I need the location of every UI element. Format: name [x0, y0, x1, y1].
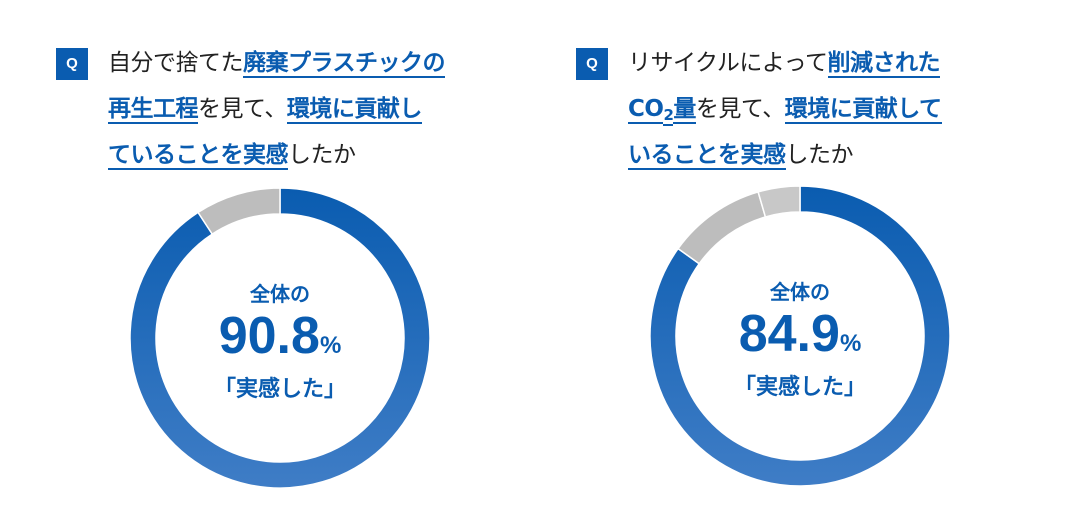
center-value-number: 84.9 — [738, 305, 840, 363]
chart-center-label: 全体の 90.8% 「実感した」 — [130, 282, 430, 404]
question-badge: Q — [576, 48, 608, 80]
question-emphasis: CO — [628, 96, 664, 124]
question-line: 自分で捨てた廃棄プラスチックの — [108, 40, 446, 86]
question-badge: Q — [56, 48, 88, 80]
survey-panel-1: Q 自分で捨てた廃棄プラスチックの 再生工程を見て、環境に貢献し ていることを実感し… — [56, 40, 446, 488]
center-top-text: 全体の — [770, 280, 830, 304]
chart-center-label: 全体の 84.9% 「実感した」 — [650, 280, 950, 402]
question-emphasis: ていることを実感 — [108, 142, 289, 170]
donut-chart — [130, 188, 430, 488]
question-emphasis: 環境に貢献して — [784, 96, 942, 124]
question-segment: を見て、 — [198, 96, 287, 122]
center-bottom-text: 「実感した」 — [213, 377, 346, 402]
question-emphasis: 2 — [663, 106, 674, 126]
question-emphasis: 廃棄プラスチックの — [243, 50, 446, 78]
center-value: 90.8% — [130, 306, 430, 376]
center-value-unit: % — [839, 330, 862, 357]
question-line: いることを実感したか — [628, 132, 942, 178]
donut-segment-agree — [650, 186, 950, 486]
question-segment: 自分で捨てた — [108, 50, 244, 76]
question-emphasis: 削減された — [827, 50, 941, 78]
donut-chart — [650, 186, 950, 486]
question-emphasis: 再生工程 — [108, 96, 199, 124]
question-emphasis: 環境に貢献し — [286, 96, 422, 124]
question-segment: を見て、 — [695, 96, 785, 122]
survey-panel-2: Q リサイクルによって削減された CO2量を見て、環境に貢献して いることを実感した… — [534, 0, 1068, 526]
question-text: 自分で捨てた廃棄プラスチックの 再生工程を見て、環境に貢献し ていることを実感したか — [108, 40, 446, 178]
question-segment: したか — [785, 142, 854, 168]
question-text: リサイクルによって削減された CO2量を見て、環境に貢献して いることを実感したか — [628, 40, 942, 178]
question-line: リサイクルによって削減された — [628, 40, 942, 86]
question-segment: したか — [288, 142, 356, 168]
question-emphasis: いることを実感 — [628, 142, 786, 170]
donut-segment-other — [677, 191, 767, 265]
donut-segment-other — [757, 186, 801, 218]
center-top-text: 全体の — [250, 282, 310, 306]
donut-segment-agree — [130, 188, 430, 488]
question-line: ていることを実感したか — [108, 132, 445, 178]
center-value-number: 90.8 — [218, 307, 320, 365]
center-value-unit: % — [319, 332, 342, 359]
center-bottom-text: 「実感した」 — [733, 375, 866, 400]
question-segment: リサイクルによって — [628, 50, 828, 76]
donut-segment-other — [197, 188, 281, 236]
question-line: CO2量を見て、環境に貢献して — [628, 86, 942, 132]
question-emphasis: 量 — [673, 96, 696, 124]
center-value: 84.9% — [650, 304, 950, 374]
question-line: 再生工程を見て、環境に貢献し — [108, 86, 445, 132]
